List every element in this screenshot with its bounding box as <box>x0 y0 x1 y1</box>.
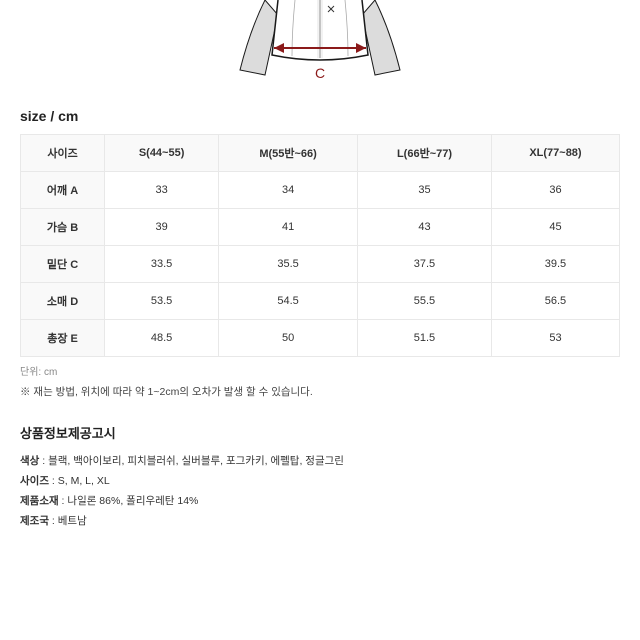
info-row: 제조국 : 베트남 <box>20 512 620 532</box>
table-cell: 39.5 <box>491 246 619 283</box>
table-header-row: 사이즈 S(44~55) M(55반~66) L(66반~77) XL(77~8… <box>21 135 620 172</box>
table-row: 소매 D53.554.555.556.5 <box>21 283 620 320</box>
table-cell: 55.5 <box>358 283 492 320</box>
table-cell: 50 <box>219 320 358 357</box>
table-cell: 56.5 <box>491 283 619 320</box>
info-value: 나일론 86%, 폴리우레탄 14% <box>67 495 198 507</box>
jacket-svg: C <box>170 0 470 95</box>
table-cell: 36 <box>491 172 619 209</box>
row-head: 소매 D <box>21 283 105 320</box>
table-cell: 33 <box>105 172 219 209</box>
table-row: 어깨 A33343536 <box>21 172 620 209</box>
col-head: S(44~55) <box>105 135 219 172</box>
table-cell: 33.5 <box>105 246 219 283</box>
tolerance-note: ※ 재는 방법, 위치에 따라 약 1~2cm의 오차가 발생 할 수 있습니다… <box>0 380 640 417</box>
table-cell: 45 <box>491 209 619 246</box>
diagram-c-label: C <box>315 65 325 81</box>
size-table: 사이즈 S(44~55) M(55반~66) L(66반~77) XL(77~8… <box>20 134 620 357</box>
info-value: 베트남 <box>58 515 87 527</box>
col-head: L(66반~77) <box>358 135 492 172</box>
row-head: 가슴 B <box>21 209 105 246</box>
info-value: 블랙, 백아이보리, 피치블러쉬, 실버블루, 포그카키, 에펠탑, 정글그린 <box>48 455 344 467</box>
table-row: 밑단 C33.535.537.539.5 <box>21 246 620 283</box>
product-info-heading: 상품정보제공고시 <box>0 417 640 452</box>
table-cell: 48.5 <box>105 320 219 357</box>
info-label: 사이즈 <box>20 475 49 487</box>
col-head: M(55반~66) <box>219 135 358 172</box>
info-label: 제조국 <box>20 515 49 527</box>
table-cell: 35.5 <box>219 246 358 283</box>
table-cell: 37.5 <box>358 246 492 283</box>
row-head: 밑단 C <box>21 246 105 283</box>
table-cell: 39 <box>105 209 219 246</box>
table-cell: 51.5 <box>358 320 492 357</box>
info-label: 색상 <box>20 455 39 467</box>
info-row: 색상 : 블랙, 백아이보리, 피치블러쉬, 실버블루, 포그카키, 에펠탑, … <box>20 452 620 472</box>
row-head: 총장 E <box>21 320 105 357</box>
info-value: S, M, L, XL <box>58 475 110 487</box>
info-row: 사이즈 : S, M, L, XL <box>20 472 620 492</box>
col-head: XL(77~88) <box>491 135 619 172</box>
table-cell: 41 <box>219 209 358 246</box>
size-heading: size / cm <box>0 100 640 134</box>
table-cell: 53 <box>491 320 619 357</box>
table-row: 가슴 B39414345 <box>21 209 620 246</box>
row-head: 어깨 A <box>21 172 105 209</box>
table-cell: 53.5 <box>105 283 219 320</box>
table-cell: 43 <box>358 209 492 246</box>
table-cell: 34 <box>219 172 358 209</box>
table-row: 총장 E48.55051.553 <box>21 320 620 357</box>
info-row: 제품소재 : 나일론 86%, 폴리우레탄 14% <box>20 492 620 512</box>
info-label: 제품소재 <box>20 495 59 507</box>
table-cell: 54.5 <box>219 283 358 320</box>
unit-note: 단위: cm <box>0 357 640 380</box>
table-cell: 35 <box>358 172 492 209</box>
col-head: 사이즈 <box>21 135 105 172</box>
product-info-list: 색상 : 블랙, 백아이보리, 피치블러쉬, 실버블루, 포그카키, 에펠탑, … <box>0 452 640 532</box>
garment-diagram: C <box>0 0 640 100</box>
